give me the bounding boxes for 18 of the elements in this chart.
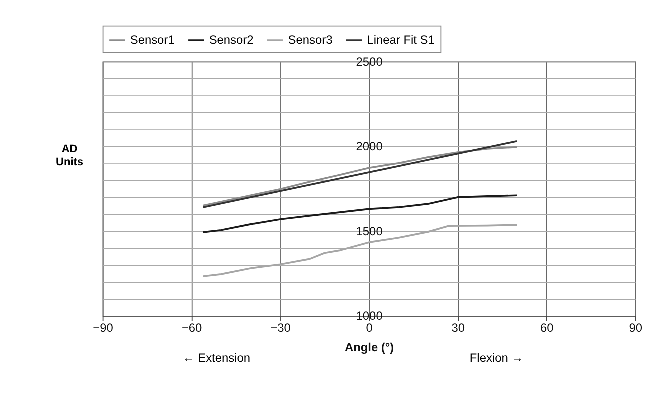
x-tick-label: 90 (629, 321, 643, 336)
x-axis-title: Angle (°) (344, 340, 394, 354)
legend-label: Sensor3 (288, 33, 334, 48)
x-tick-label: 30 (452, 321, 466, 336)
y-tick-label: 2000 (356, 140, 384, 154)
x-tick-label: 60 (540, 321, 554, 336)
text: ← Extension (182, 350, 250, 365)
x-tick-label: 0 (366, 321, 374, 336)
x-tick-label: −30 (270, 321, 292, 336)
legend-label: Linear Fit S1 (367, 33, 436, 48)
y-tick-label: 1500 (356, 224, 384, 238)
y-axis-title: AD Units (56, 144, 84, 168)
x-tick-label: −60 (182, 321, 203, 336)
y-tick-label: 2500 (356, 54, 384, 69)
legend-label: Sensor2 (209, 33, 254, 48)
x-tick-label: −90 (93, 321, 114, 336)
text: Flexion → (470, 350, 524, 365)
legend-label: Sensor1 (130, 33, 176, 48)
